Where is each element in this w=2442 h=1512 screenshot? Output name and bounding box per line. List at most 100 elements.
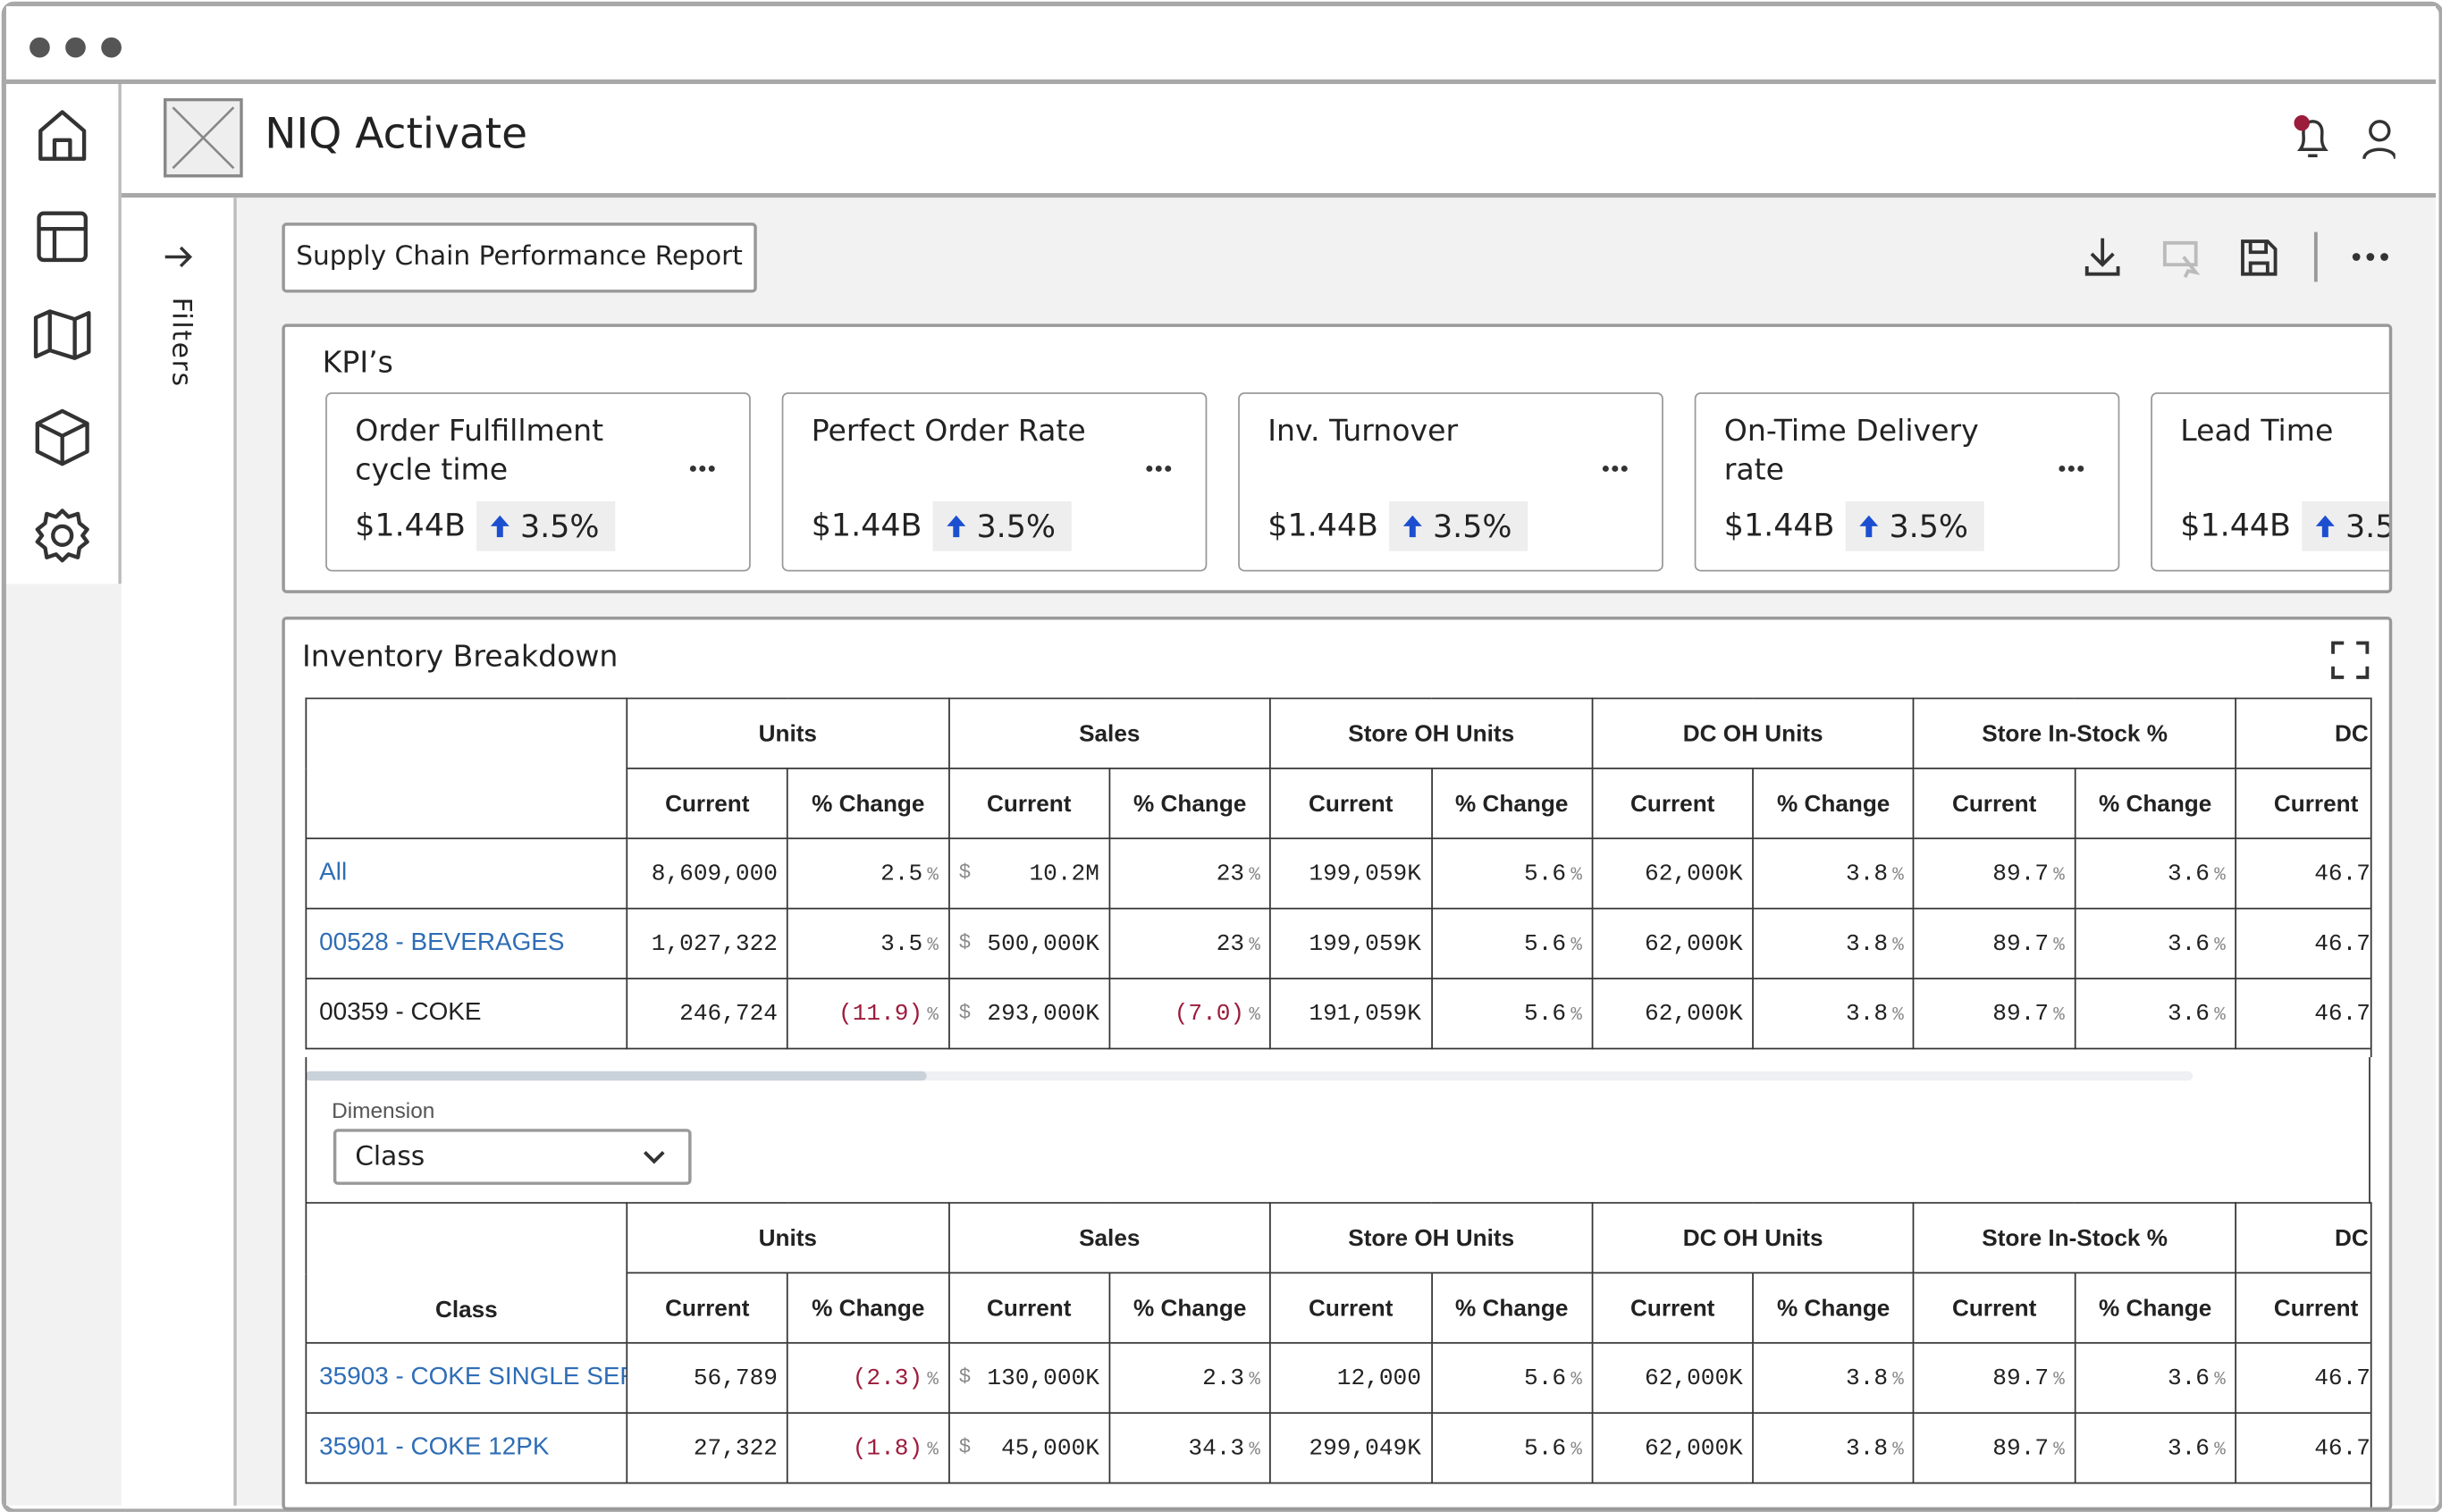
download-icon[interactable] bbox=[2084, 238, 2120, 276]
layout-icon[interactable] bbox=[37, 211, 88, 263]
cell-value: (11.9) bbox=[838, 1000, 923, 1028]
row-label[interactable]: All bbox=[319, 859, 348, 886]
cell-value: 89.7 bbox=[1992, 1434, 2050, 1462]
row-label[interactable]: 35901 - COKE 12PK bbox=[319, 1433, 550, 1461]
sub-header: % Change bbox=[787, 767, 950, 840]
package-icon[interactable] bbox=[35, 408, 89, 466]
table-cell: 5.6% bbox=[1430, 907, 1594, 979]
more-icon[interactable] bbox=[2352, 253, 2388, 261]
sub-header: Current bbox=[1913, 767, 2076, 840]
cell-value: 56,789 bbox=[693, 1365, 778, 1391]
inventory-title: Inventory Breakdown bbox=[302, 640, 619, 675]
notifications-icon[interactable] bbox=[2294, 114, 2328, 157]
cell-value: 3.8 bbox=[1845, 1365, 1889, 1391]
group-header: Store In-Stock % bbox=[1913, 1202, 2236, 1274]
table-cell: 62,000K bbox=[1591, 907, 1755, 979]
row-label: 00359 - COKE bbox=[319, 999, 482, 1027]
cell-suffix: % bbox=[2053, 1003, 2065, 1026]
table-cell: 8,609,000 bbox=[626, 837, 789, 910]
row-label[interactable]: 00528 - BEVERAGES bbox=[319, 929, 565, 956]
table-cell: 34.3% bbox=[1108, 1412, 1272, 1484]
table-cell: 3.6% bbox=[2074, 1412, 2236, 1484]
kpi-card-change: 3.5% bbox=[932, 501, 1072, 551]
kpi-card-menu[interactable] bbox=[1145, 450, 1173, 480]
cell-value: 34.3 bbox=[1188, 1434, 1245, 1462]
cell-value: 12,000 bbox=[1336, 1365, 1421, 1391]
cell-value: (7.0) bbox=[1174, 1000, 1245, 1028]
more-icon bbox=[689, 465, 715, 472]
kpi-card-menu[interactable] bbox=[2058, 450, 2085, 480]
row-label[interactable]: 35903 - COKE SINGLE SER bbox=[319, 1364, 627, 1390]
present-icon bbox=[2162, 240, 2201, 278]
up-arrow-icon bbox=[1402, 515, 1422, 538]
sub-header: Current bbox=[2235, 1272, 2370, 1344]
cell-suffix: % bbox=[1249, 1438, 1260, 1460]
filters-label[interactable]: Filters bbox=[164, 297, 197, 388]
group-header: DC In bbox=[2235, 697, 2370, 769]
up-arrow-icon bbox=[2315, 515, 2335, 538]
header-row: Class Units Sales Store OH Units DC OH Units… bbox=[305, 1202, 2370, 1344]
group-header: Store In-Stock % bbox=[1913, 697, 2236, 769]
kpi-card-menu[interactable] bbox=[1601, 450, 1629, 480]
table-cell: $500,000K bbox=[947, 907, 1111, 979]
kpi-card-change: 3.5% bbox=[1845, 501, 1984, 551]
sub-header: % Change bbox=[1752, 767, 1916, 840]
home-icon[interactable] bbox=[38, 110, 87, 161]
cell-value: 46.7 bbox=[2314, 860, 2370, 887]
table-cell: 62,000K bbox=[1591, 1412, 1755, 1484]
header-row: Units Sales Store OH Units DC OH Units Store… bbox=[305, 697, 2370, 840]
user-icon[interactable] bbox=[2362, 120, 2396, 160]
kpi-card-menu[interactable] bbox=[688, 450, 716, 480]
report-title[interactable]: Supply Chain Performance Report bbox=[282, 223, 757, 293]
table-cell: 199,059K bbox=[1269, 837, 1433, 910]
cell-suffix: % bbox=[1570, 863, 1582, 886]
cell-content: $500,000K bbox=[950, 930, 1099, 957]
row-label-cell: All bbox=[305, 837, 628, 910]
cell-value: 46.7 bbox=[2314, 1434, 2370, 1462]
corner-header: Class bbox=[305, 1202, 628, 1344]
cell-value: (1.8) bbox=[852, 1434, 923, 1462]
expand-filters-icon[interactable] bbox=[162, 243, 196, 271]
cell-value: 191,059K bbox=[1309, 1000, 1421, 1028]
kpi-card: Inv. Turnover $1.44B 3.5% bbox=[1238, 392, 1663, 572]
more-icon bbox=[1602, 465, 1628, 472]
save-icon[interactable] bbox=[2241, 239, 2278, 276]
sub-header: % Change bbox=[1430, 767, 1594, 840]
cell-value: 199,059K bbox=[1309, 860, 1421, 887]
table-cell: 46.7% bbox=[2235, 1341, 2370, 1415]
cell-value: 3.5 bbox=[880, 930, 923, 957]
table-cell: $293,000K bbox=[947, 978, 1111, 1050]
table-cell: 5.6% bbox=[1430, 1341, 1594, 1415]
window-dot bbox=[29, 37, 50, 58]
fullscreen-icon[interactable] bbox=[2330, 640, 2370, 680]
table-cell: 3.6% bbox=[2074, 907, 2236, 979]
kpi-card-change-value: 3.5% bbox=[1889, 508, 1968, 545]
kpi-card-change-value: 3.5% bbox=[519, 508, 600, 545]
cell-value: 62,000K bbox=[1645, 930, 1743, 957]
table-cell: $10.2M bbox=[947, 837, 1111, 910]
table-cell: (1.8)% bbox=[787, 1412, 950, 1484]
cell-suffix: % bbox=[2214, 1438, 2226, 1460]
table-cell: 62,000K bbox=[1591, 978, 1755, 1050]
cell-suffix: % bbox=[2214, 933, 2226, 955]
top-table-container: Units Sales Store OH Units DC OH Units Store… bbox=[305, 697, 2372, 1058]
dimension-select[interactable]: Class bbox=[333, 1129, 692, 1185]
map-icon[interactable] bbox=[33, 309, 91, 360]
sidebar bbox=[5, 84, 122, 584]
table-row: 35903 - COKE SINGLE SER 56,789 (2.3)% $130,… bbox=[305, 1341, 2370, 1415]
toolbar bbox=[2084, 231, 2388, 282]
cell-value: 5.6 bbox=[1524, 1434, 1567, 1462]
cell-value: 46.7 bbox=[2314, 1000, 2370, 1028]
table-cell: $130,000K bbox=[947, 1341, 1111, 1415]
cell-value: 130,000K bbox=[987, 1365, 1099, 1391]
data-table: Class Units Sales Store OH Units DC OH Units… bbox=[305, 1202, 2370, 1484]
scroll-thumb[interactable] bbox=[305, 1071, 927, 1081]
cell-suffix: % bbox=[1570, 1367, 1582, 1390]
cell-value: 3.6 bbox=[2167, 1000, 2210, 1028]
cell-value: 5.6 bbox=[1524, 1365, 1567, 1391]
kpi-card-value: $1.44B bbox=[1723, 506, 1835, 544]
settings-icon[interactable] bbox=[35, 508, 89, 563]
